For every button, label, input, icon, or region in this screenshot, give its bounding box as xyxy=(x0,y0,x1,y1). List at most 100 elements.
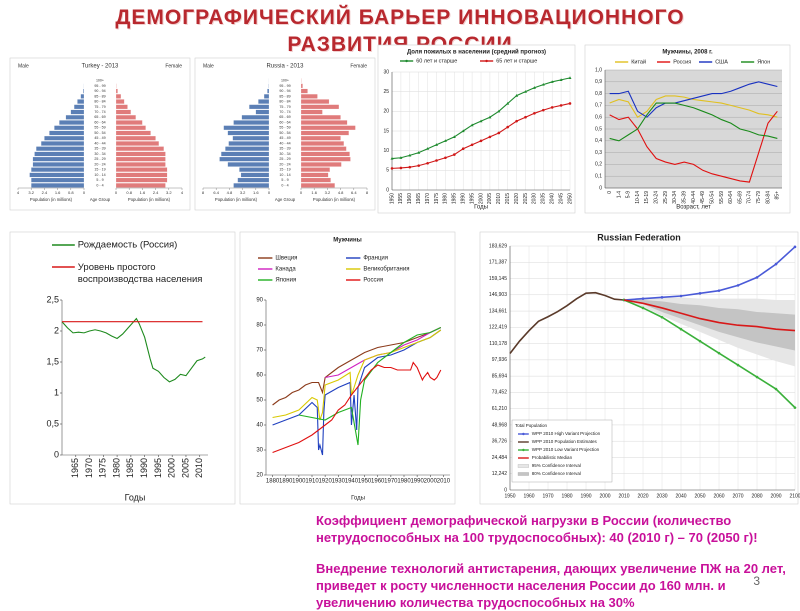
y-tick-label: 183,629 xyxy=(489,243,507,249)
x-tick-label: 3.2 xyxy=(28,190,34,195)
x-tick-label: 1985 xyxy=(125,458,135,478)
marker xyxy=(718,352,721,355)
bar-male xyxy=(44,136,84,140)
chart-title: Мужчины xyxy=(333,238,361,244)
x-tick-label: 3.2 xyxy=(325,190,331,195)
x-tick-label: 2015 xyxy=(505,193,511,204)
y-tick-label: 0,8 xyxy=(595,91,602,97)
marker xyxy=(775,388,778,391)
x-tick-label: 1950 xyxy=(389,193,395,204)
x-tick-label: 2050 xyxy=(567,193,573,204)
legend-label: Probabilistic Median xyxy=(532,455,573,460)
age-label: 55 - 59 xyxy=(94,126,105,130)
bar-male xyxy=(238,178,269,182)
age-label: 60 - 64 xyxy=(94,120,105,124)
x-tick-label: 75-79 xyxy=(756,191,762,204)
y-tick-label: 40 xyxy=(256,423,263,429)
bar-male xyxy=(233,136,269,140)
bar-female xyxy=(301,147,346,151)
x-tick-label: 2010 xyxy=(618,493,629,499)
y-tick-label: 0,5 xyxy=(595,126,602,132)
x-tick-label: 2050 xyxy=(694,493,705,499)
bar-female xyxy=(116,173,167,177)
axis-label: Годы xyxy=(351,496,365,502)
legend-title: Total Population xyxy=(515,423,548,428)
legend-marker xyxy=(405,60,407,62)
marker xyxy=(718,289,721,292)
x-tick-label: 2020 xyxy=(637,493,648,499)
x-tick-label: 1980 xyxy=(111,458,121,478)
x-tick-label: 0.8 xyxy=(126,190,132,195)
age-label: 20 - 24 xyxy=(279,162,290,166)
x-tick-label: 2100 xyxy=(789,493,800,499)
bar-male xyxy=(59,120,84,124)
x-tick-label: 3.2 xyxy=(240,190,246,195)
age-label: 65 - 69 xyxy=(94,115,105,119)
x-tick-label: 1910 xyxy=(305,479,319,485)
x-tick-label: 1990 xyxy=(139,458,149,478)
x-tick-label: 1-4 xyxy=(616,191,622,198)
y-tick-label: 25 xyxy=(383,89,389,95)
x-tick-label: 1880 xyxy=(266,479,280,485)
x-tick-label: 1950 xyxy=(504,493,515,499)
legend-label: Россия xyxy=(673,59,691,65)
age-label: 90 - 94 xyxy=(279,89,290,93)
chart-title: Мужчины, 2008 г. xyxy=(662,50,713,56)
y-tick-label: 60 xyxy=(256,373,263,379)
y-tick-label: 0,5 xyxy=(46,418,59,428)
bar-female xyxy=(301,115,341,119)
x-tick-label: 60-64 xyxy=(728,191,734,204)
x-tick-label: 1985 xyxy=(452,193,458,204)
x-tick-label: 1940 xyxy=(345,479,359,485)
age-label: 50 - 54 xyxy=(279,131,290,135)
bar-female xyxy=(301,84,303,88)
y-tick-label: 1 xyxy=(54,387,59,397)
chart-title: Russia - 2013 xyxy=(266,64,304,70)
x-tick-label: 4.8 xyxy=(227,190,233,195)
x-tick-label: 85+ xyxy=(775,191,781,200)
bar-female xyxy=(116,110,131,114)
bar-female xyxy=(301,120,347,124)
x-tick-label: 2030 xyxy=(532,193,538,204)
marker xyxy=(515,120,518,123)
y-tick-label: 97,936 xyxy=(492,357,508,363)
bar-female xyxy=(301,126,355,130)
y-tick-label: 85,694 xyxy=(492,373,508,379)
bar-female xyxy=(301,183,335,187)
age-label: 10 - 14 xyxy=(94,173,105,177)
x-tick-label: 80-84 xyxy=(765,191,771,204)
y-tick-label: 50 xyxy=(256,398,263,404)
bar-male xyxy=(31,183,84,187)
bar-female xyxy=(116,89,118,93)
x-tick-label: 1965 xyxy=(70,458,80,478)
y-tick-label: 61,210 xyxy=(492,406,508,412)
marker xyxy=(417,164,420,167)
bar-female xyxy=(116,94,121,98)
x-tick-label: 3.2 xyxy=(166,190,172,195)
y-tick-label: 110,178 xyxy=(489,341,507,347)
side-label: Female xyxy=(165,63,182,69)
page-number: 3 xyxy=(753,574,760,588)
x-tick-label: 1.6 xyxy=(140,190,146,195)
marker xyxy=(551,106,554,109)
y-tick-label: 159,145 xyxy=(489,276,507,282)
legend-label: 60 лет и старше xyxy=(416,58,457,64)
x-tick-label: 65-69 xyxy=(737,191,743,204)
legend-marker xyxy=(485,60,487,62)
side-label: Female xyxy=(350,63,367,69)
marker xyxy=(480,140,483,143)
x-tick-label: 1955 xyxy=(398,193,404,204)
bar-male xyxy=(220,157,270,161)
y-tick-label: 0 xyxy=(599,185,602,191)
x-tick-label: 2035 xyxy=(541,193,547,204)
paragraph: Внедрение технологий антистарения, дающи… xyxy=(316,560,796,611)
x-tick-label: 1970 xyxy=(542,493,553,499)
marker xyxy=(756,376,759,379)
legend-label: Китай xyxy=(631,58,646,65)
x-tick-label: 6.4 xyxy=(351,190,357,195)
y-tick-label: 20 xyxy=(383,109,389,115)
age-label: 45 - 49 xyxy=(279,136,290,140)
age-label: 15 - 19 xyxy=(279,168,290,172)
y-tick-label: 30 xyxy=(383,69,389,75)
x-tick-label: 2040 xyxy=(675,493,686,499)
